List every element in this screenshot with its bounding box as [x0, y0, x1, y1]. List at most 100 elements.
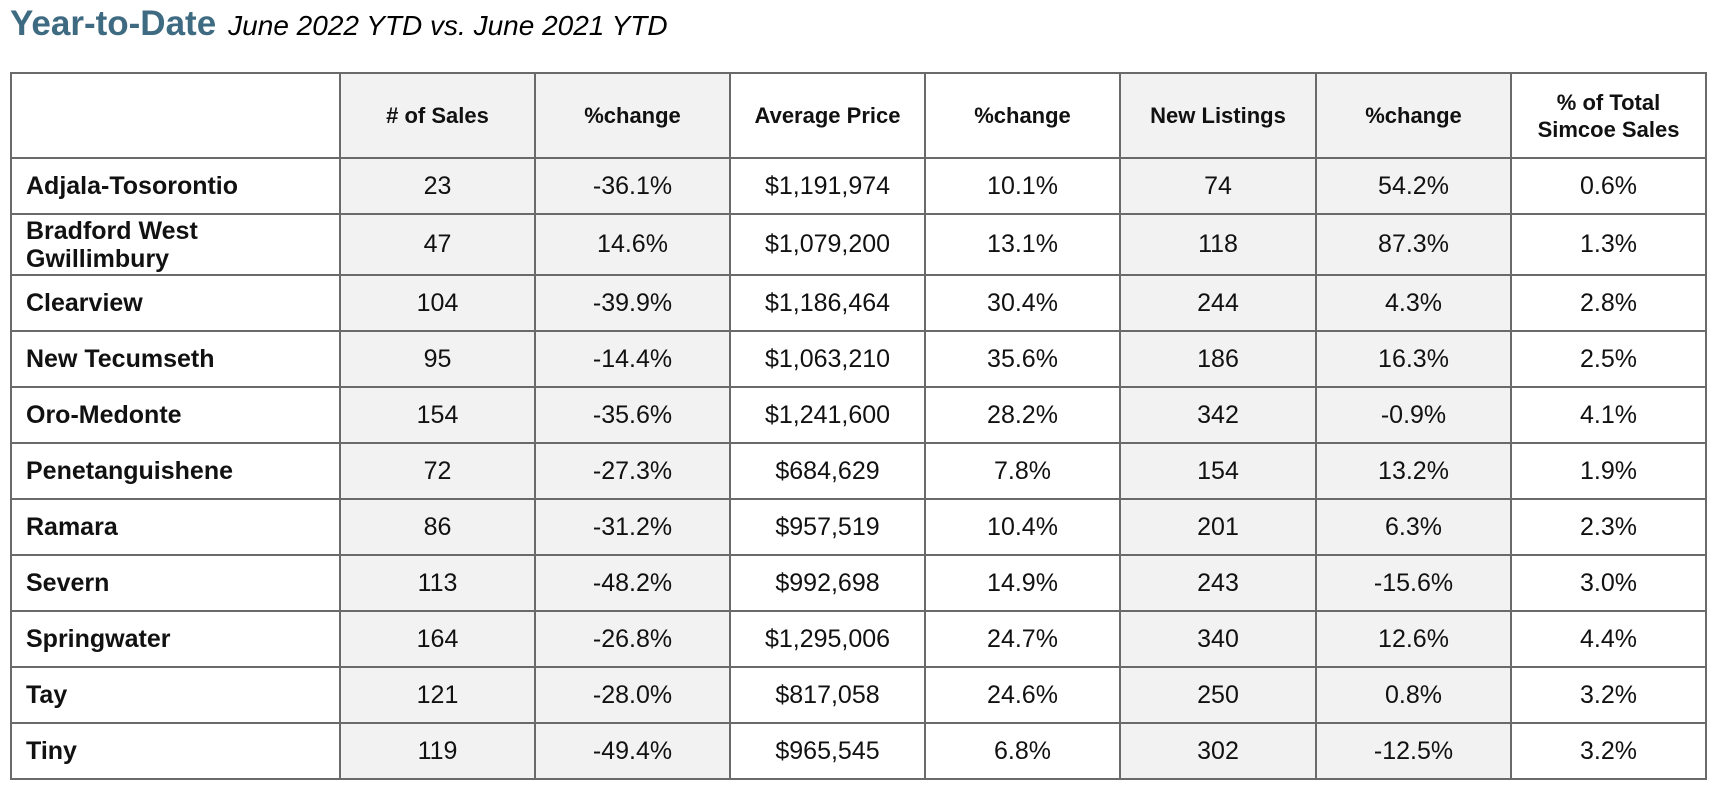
sales-cell: 154 [339, 386, 536, 444]
table-row: Tay 121 -28.0% $817,058 24.6% 250 0.8% 3.2% [10, 666, 1707, 724]
sales-cell: 164 [339, 610, 536, 668]
table-row: Ramara 86 -31.2% $957,519 10.4% 201 6.3% 2.3% [10, 498, 1707, 556]
sales-change-cell: -31.2% [534, 498, 731, 556]
region-name-cell: Tay [10, 666, 341, 724]
new-listings-cell: 244 [1119, 274, 1317, 332]
price-change-cell: 30.4% [924, 274, 1121, 332]
new-listings-cell: 154 [1119, 442, 1317, 500]
listings-change-cell: 13.2% [1315, 442, 1512, 500]
sales-cell: 113 [339, 554, 536, 612]
total-share-cell: 3.0% [1510, 554, 1707, 612]
new-listings-cell: 302 [1119, 722, 1317, 780]
new-listings-cell: 243 [1119, 554, 1317, 612]
new-listings-cell: 342 [1119, 386, 1317, 444]
table-row: Penetanguishene 72 -27.3% $684,629 7.8% 154 13… [10, 442, 1707, 500]
total-share-cell: 1.3% [1510, 213, 1707, 276]
table-header-row: # of Sales %change Average Price %change… [10, 72, 1707, 159]
sales-change-cell: -39.9% [534, 274, 731, 332]
sales-change-cell: -35.6% [534, 386, 731, 444]
sales-change-cell: -27.3% [534, 442, 731, 500]
price-change-cell: 24.7% [924, 610, 1121, 668]
price-change-cell: 14.9% [924, 554, 1121, 612]
total-share-cell: 2.5% [1510, 330, 1707, 388]
average-price-cell: $957,519 [729, 498, 926, 556]
table-row: Tiny 119 -49.4% $965,545 6.8% 302 -12.5% 3.2% [10, 722, 1707, 780]
region-name-cell: Severn [10, 554, 341, 612]
average-price-cell: $684,629 [729, 442, 926, 500]
listings-change-cell: 12.6% [1315, 610, 1512, 668]
average-price-cell: $1,191,974 [729, 157, 926, 215]
average-price-cell: $1,079,200 [729, 213, 926, 276]
region-name-cell: Penetanguishene [10, 442, 341, 500]
price-change-cell: 35.6% [924, 330, 1121, 388]
region-name-cell: Oro-Medonte [10, 386, 341, 444]
region-name-cell: Bradford West Gwillimbury [10, 213, 341, 276]
price-change-cell: 24.6% [924, 666, 1121, 724]
sales-cell: 23 [339, 157, 536, 215]
price-change-cell: 7.8% [924, 442, 1121, 500]
column-header-new-listings: New Listings [1119, 72, 1317, 159]
total-share-cell: 2.8% [1510, 274, 1707, 332]
page-title: Year-to-Date June 2022 YTD vs. June 2021… [10, 4, 668, 54]
sales-change-cell: 14.6% [534, 213, 731, 276]
price-change-cell: 10.1% [924, 157, 1121, 215]
price-change-cell: 6.8% [924, 722, 1121, 780]
sales-cell: 95 [339, 330, 536, 388]
new-listings-cell: 186 [1119, 330, 1317, 388]
average-price-cell: $1,186,464 [729, 274, 926, 332]
listings-change-cell: 16.3% [1315, 330, 1512, 388]
region-name-cell: Adjala-Tosorontio [10, 157, 341, 215]
listings-change-cell: 87.3% [1315, 213, 1512, 276]
region-name-cell: Ramara [10, 498, 341, 556]
price-change-cell: 10.4% [924, 498, 1121, 556]
total-share-cell: 3.2% [1510, 666, 1707, 724]
column-header-price-change: %change [924, 72, 1121, 159]
sales-cell: 86 [339, 498, 536, 556]
price-change-cell: 28.2% [924, 386, 1121, 444]
average-price-cell: $1,295,006 [729, 610, 926, 668]
average-price-cell: $1,241,600 [729, 386, 926, 444]
average-price-cell: $817,058 [729, 666, 926, 724]
sales-change-cell: -26.8% [534, 610, 731, 668]
table-row: New Tecumseth 95 -14.4% $1,063,210 35.6% 186 1… [10, 330, 1707, 388]
sales-cell: 47 [339, 213, 536, 276]
average-price-cell: $1,063,210 [729, 330, 926, 388]
listings-change-cell: 0.8% [1315, 666, 1512, 724]
average-price-cell: $965,545 [729, 722, 926, 780]
table-row: Bradford West Gwillimbury 47 14.6% $1,079,2… [10, 213, 1707, 276]
total-share-cell: 4.4% [1510, 610, 1707, 668]
total-share-cell: 1.9% [1510, 442, 1707, 500]
new-listings-cell: 201 [1119, 498, 1317, 556]
listings-change-cell: -15.6% [1315, 554, 1512, 612]
sales-change-cell: -49.4% [534, 722, 731, 780]
total-share-cell: 4.1% [1510, 386, 1707, 444]
listings-change-cell: -0.9% [1315, 386, 1512, 444]
price-change-cell: 13.1% [924, 213, 1121, 276]
table-row: Springwater 164 -26.8% $1,295,006 24.7% 340 12… [10, 610, 1707, 668]
sales-cell: 72 [339, 442, 536, 500]
column-header-region [10, 72, 341, 159]
column-header-average-price: Average Price [729, 72, 926, 159]
new-listings-cell: 118 [1119, 213, 1317, 276]
sales-change-cell: -28.0% [534, 666, 731, 724]
new-listings-cell: 250 [1119, 666, 1317, 724]
new-listings-cell: 340 [1119, 610, 1317, 668]
sales-cell: 119 [339, 722, 536, 780]
title-subtitle: June 2022 YTD vs. June 2021 YTD [228, 10, 668, 41]
column-header-listings-change: %change [1315, 72, 1512, 159]
column-header-sales-change: %change [534, 72, 731, 159]
listings-change-cell: 6.3% [1315, 498, 1512, 556]
total-share-cell: 3.2% [1510, 722, 1707, 780]
region-name-cell: Clearview [10, 274, 341, 332]
sales-change-cell: -14.4% [534, 330, 731, 388]
table-row: Oro-Medonte 154 -35.6% $1,241,600 28.2% 342 -0… [10, 386, 1707, 444]
region-name-cell: Springwater [10, 610, 341, 668]
title-main: Year-to-Date [10, 4, 217, 43]
new-listings-cell: 74 [1119, 157, 1317, 215]
listings-change-cell: 54.2% [1315, 157, 1512, 215]
table-row: Adjala-Tosorontio 23 -36.1% $1,191,974 10.1%… [10, 157, 1707, 215]
average-price-cell: $992,698 [729, 554, 926, 612]
region-name-cell: Tiny [10, 722, 341, 780]
sales-cell: 121 [339, 666, 536, 724]
listings-change-cell: -12.5% [1315, 722, 1512, 780]
